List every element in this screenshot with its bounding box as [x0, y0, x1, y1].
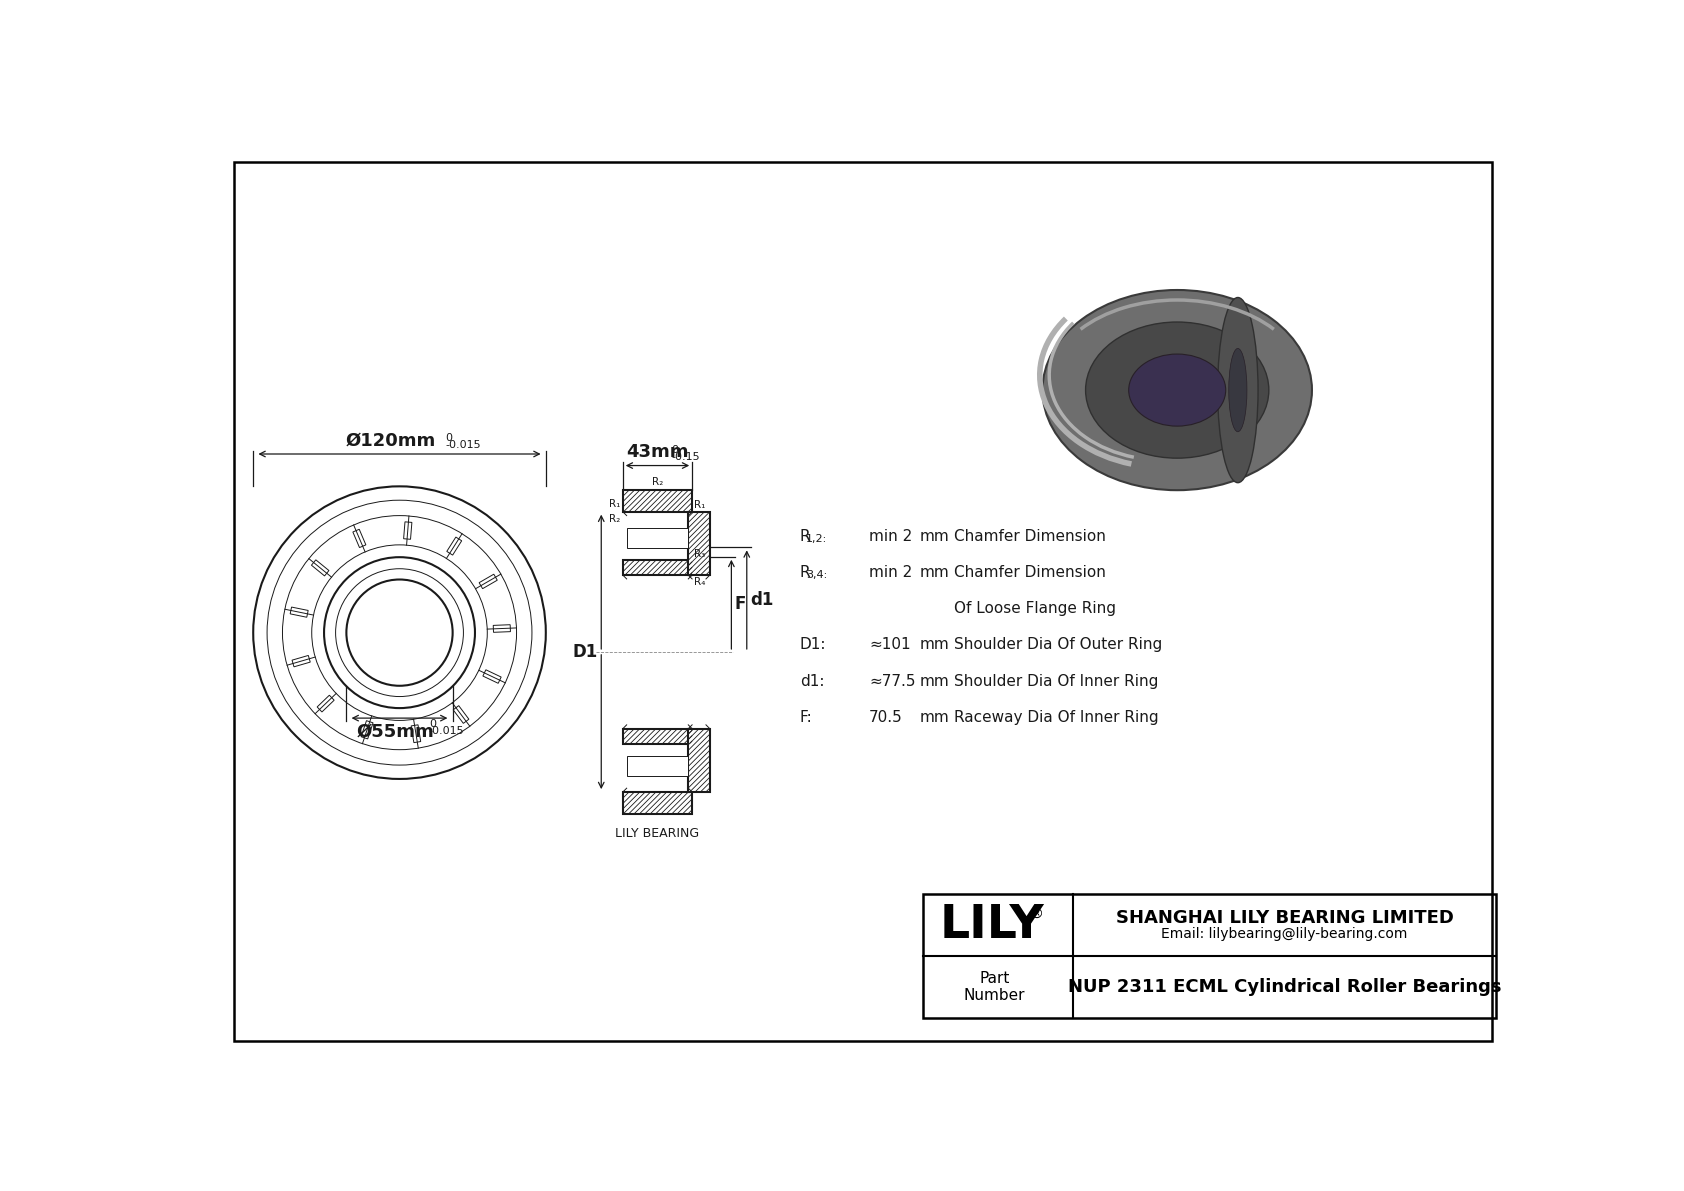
Text: mm: mm	[919, 710, 950, 725]
Text: F: F	[734, 596, 746, 613]
Text: R: R	[800, 565, 810, 580]
Text: ≈77.5: ≈77.5	[869, 674, 916, 688]
Text: mm: mm	[919, 637, 950, 653]
Text: F:: F:	[800, 710, 813, 725]
Text: ®: ®	[1029, 908, 1042, 922]
Polygon shape	[623, 792, 692, 813]
Polygon shape	[623, 560, 692, 575]
Text: -0.015: -0.015	[429, 725, 465, 736]
Text: Raceway Dia Of Inner Ring: Raceway Dia Of Inner Ring	[953, 710, 1159, 725]
Text: d1: d1	[749, 591, 773, 609]
Text: Email: lilybearing@lily-bearing.com: Email: lilybearing@lily-bearing.com	[1162, 928, 1408, 941]
Text: d1:: d1:	[800, 674, 825, 688]
Polygon shape	[626, 528, 689, 548]
Text: 3,4:: 3,4:	[807, 569, 827, 580]
Text: 70.5: 70.5	[869, 710, 903, 725]
Text: Chamfer Dimension: Chamfer Dimension	[953, 565, 1106, 580]
Ellipse shape	[1128, 354, 1226, 426]
Polygon shape	[689, 729, 711, 792]
Text: R: R	[800, 529, 810, 544]
Text: 0: 0	[672, 444, 679, 455]
Text: R₄: R₄	[694, 576, 706, 587]
Ellipse shape	[1218, 298, 1258, 482]
Text: Shoulder Dia Of Outer Ring: Shoulder Dia Of Outer Ring	[953, 637, 1162, 653]
Text: 43mm: 43mm	[626, 443, 689, 461]
Polygon shape	[623, 491, 692, 512]
Text: Ø55mm: Ø55mm	[357, 723, 434, 741]
Polygon shape	[626, 755, 689, 775]
Text: LILY: LILY	[940, 903, 1044, 948]
Ellipse shape	[1086, 322, 1268, 459]
Polygon shape	[623, 729, 692, 743]
Text: Shoulder Dia Of Inner Ring: Shoulder Dia Of Inner Ring	[953, 674, 1159, 688]
Text: Chamfer Dimension: Chamfer Dimension	[953, 529, 1106, 544]
Text: R₂: R₂	[610, 515, 620, 524]
Text: Of Loose Flange Ring: Of Loose Flange Ring	[953, 601, 1116, 616]
Text: min 2: min 2	[869, 529, 913, 544]
Text: 0: 0	[446, 434, 453, 443]
Polygon shape	[689, 512, 711, 575]
Text: LILY BEARING: LILY BEARING	[615, 828, 699, 841]
Ellipse shape	[1229, 349, 1246, 432]
Text: Part
Number: Part Number	[963, 971, 1026, 1003]
Text: mm: mm	[919, 565, 950, 580]
Text: R₁: R₁	[610, 499, 620, 510]
Text: SHANGHAI LILY BEARING LIMITED: SHANGHAI LILY BEARING LIMITED	[1116, 909, 1453, 927]
Text: R₂: R₂	[652, 478, 663, 487]
Text: min 2: min 2	[869, 565, 913, 580]
Text: 1,2:: 1,2:	[807, 534, 827, 544]
Text: -0.015: -0.015	[446, 441, 482, 450]
Text: -0.15: -0.15	[672, 451, 701, 462]
Text: R₁: R₁	[694, 500, 706, 510]
Ellipse shape	[1042, 289, 1312, 491]
Text: D1: D1	[573, 643, 598, 661]
Text: 0: 0	[429, 719, 436, 729]
Text: R₃: R₃	[694, 549, 706, 559]
Text: Ø120mm: Ø120mm	[345, 431, 436, 449]
Text: mm: mm	[919, 529, 950, 544]
Text: NUP 2311 ECML Cylindrical Roller Bearings: NUP 2311 ECML Cylindrical Roller Bearing…	[1068, 978, 1502, 996]
Text: mm: mm	[919, 674, 950, 688]
Text: D1:: D1:	[800, 637, 827, 653]
Text: ≈101: ≈101	[869, 637, 911, 653]
